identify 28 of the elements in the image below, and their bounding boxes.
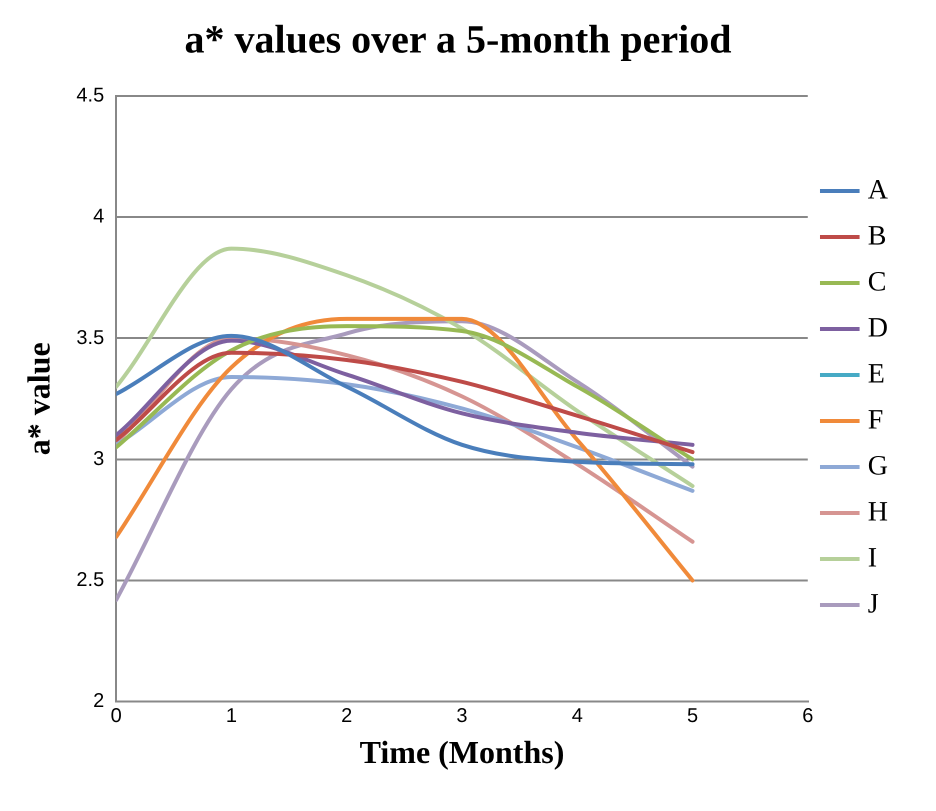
x-tick-label: 4 bbox=[572, 705, 583, 728]
y-tick-label: 2 bbox=[93, 690, 104, 712]
legend-label: G bbox=[868, 450, 888, 482]
chart-title: a* values over a 5-month period bbox=[184, 16, 732, 62]
x-tick-label: 2 bbox=[341, 705, 352, 728]
y-axis-title: a* value bbox=[20, 342, 56, 456]
legend-label: D bbox=[868, 312, 888, 344]
line-series bbox=[116, 350, 695, 454]
legend-label: B bbox=[868, 220, 886, 252]
legend-label: E bbox=[868, 358, 885, 390]
legend-label: H bbox=[868, 496, 888, 528]
legend-label: J bbox=[868, 588, 879, 620]
legend-label: F bbox=[868, 404, 884, 436]
y-tick-label: 4.5 bbox=[76, 84, 104, 107]
x-axis-title: Time (Months) bbox=[360, 734, 564, 770]
legend-label: I bbox=[868, 542, 878, 574]
legend-label: A bbox=[868, 174, 889, 206]
y-tick-label: 3.5 bbox=[76, 326, 104, 349]
y-tick-label: 4 bbox=[93, 206, 104, 228]
legend-label: C bbox=[868, 266, 886, 298]
x-tick-label: 6 bbox=[802, 705, 814, 728]
x-tick-label: 5 bbox=[686, 705, 698, 728]
x-tick-label: 3 bbox=[456, 705, 468, 728]
x-tick-label: 0 bbox=[110, 705, 122, 728]
y-tick-label: 2.5 bbox=[76, 568, 104, 591]
line-series bbox=[116, 246, 695, 488]
y-tick-label: 3 bbox=[93, 448, 104, 470]
x-tick-label: 1 bbox=[226, 705, 238, 728]
